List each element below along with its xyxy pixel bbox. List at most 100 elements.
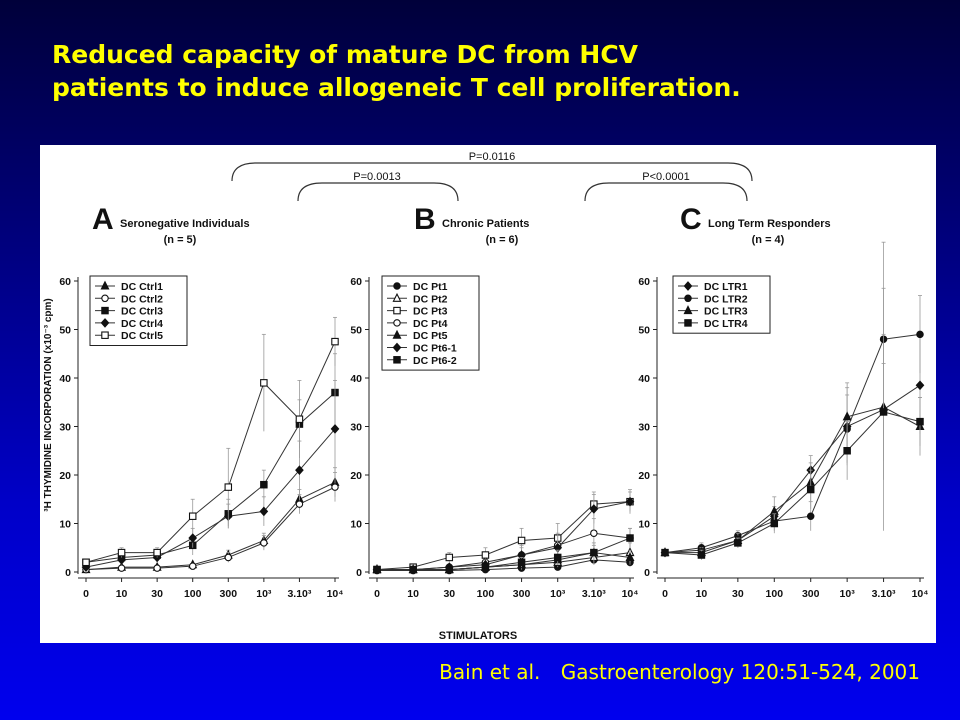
data-point xyxy=(916,417,924,426)
legend-marker xyxy=(101,294,109,303)
panel-subtitle: (n = 4) xyxy=(752,234,785,246)
legend-label: DC Ctrl1 xyxy=(121,281,163,293)
y-tick-label: 30 xyxy=(59,422,71,434)
legend-label: DC Ctrl2 xyxy=(121,293,163,305)
chart-panel-a: A Seronegative Individuals (n = 5) 0 10 20 30 4… xyxy=(59,203,343,600)
series-line xyxy=(85,392,336,563)
y-tick-label: 60 xyxy=(638,276,650,288)
data-point xyxy=(82,558,90,567)
series-line xyxy=(85,481,336,571)
y-tick-label: 10 xyxy=(350,519,362,531)
x-tick-label: 3.10³ xyxy=(872,588,896,600)
legend-label: DC LTR2 xyxy=(704,293,748,305)
legend-marker xyxy=(100,318,110,328)
data-point xyxy=(806,485,815,494)
series-dc-ctrl4 xyxy=(81,380,340,572)
data-point xyxy=(188,533,198,543)
data-point xyxy=(734,539,742,547)
data-point xyxy=(770,519,779,528)
legend-marker xyxy=(683,281,693,291)
data-point xyxy=(769,505,779,515)
y-tick-label: 40 xyxy=(350,373,362,385)
y-tick-label: 40 xyxy=(638,373,650,385)
data-point xyxy=(224,483,233,491)
x-tick-label: 10⁴ xyxy=(912,588,929,600)
legend-label: DC LTR1 xyxy=(704,281,748,293)
data-point xyxy=(188,512,197,520)
data-point xyxy=(445,553,454,562)
legend-label: DC Pt5 xyxy=(413,330,448,342)
data-point xyxy=(330,424,340,434)
bracket-line xyxy=(231,162,753,182)
x-tick-label: 300 xyxy=(220,588,238,600)
legend-marker xyxy=(392,329,402,339)
legend-label: DC Pt6-1 xyxy=(413,343,457,355)
legend-label: DC LTR3 xyxy=(704,306,748,318)
y-tick-label: 20 xyxy=(638,470,650,482)
y-tick-label: 0 xyxy=(65,567,71,579)
p-value-label: P<0.0001 xyxy=(642,171,689,183)
series-line xyxy=(664,333,921,554)
x-tick-label: 3.10³ xyxy=(582,588,606,600)
data-point xyxy=(153,564,161,572)
series-line xyxy=(85,486,336,571)
y-tick-label: 10 xyxy=(638,519,650,531)
series-line xyxy=(85,428,336,568)
comparison-bracket: P=0.0013 xyxy=(297,171,459,202)
data-point xyxy=(517,558,526,567)
panel-letter: A xyxy=(92,203,114,236)
series-dc-ltr3 xyxy=(660,333,925,558)
y-tick-label: 60 xyxy=(59,276,71,288)
series-line xyxy=(377,559,631,572)
comparison-bracket: P=0.0116 xyxy=(231,151,753,182)
data-point xyxy=(625,496,635,507)
data-point xyxy=(915,380,925,391)
data-point xyxy=(295,500,304,508)
series-dc-pt6-2 xyxy=(373,527,634,574)
x-tick-label: 10⁴ xyxy=(327,588,344,600)
citation: Bain et al. Gastroenterology 120:51-524,… xyxy=(439,660,920,684)
data-point xyxy=(117,564,126,572)
data-point xyxy=(153,548,161,557)
legend-label: DC Pt3 xyxy=(413,306,448,318)
series-line xyxy=(664,384,921,554)
legend-label: DC LTR4 xyxy=(704,318,748,330)
slide-title-line1: Reduced capacity of mature DC from HCV xyxy=(52,40,639,69)
legend-label: DC Ctrl3 xyxy=(121,306,163,318)
figure-panel: A Seronegative Individuals (n = 5) 0 10 20 30 4… xyxy=(40,145,936,643)
data-point xyxy=(445,565,454,574)
p-value-label: P=0.0013 xyxy=(353,171,400,183)
y-tick-label: 30 xyxy=(350,422,362,434)
y-tick-label: 50 xyxy=(350,325,362,337)
series-dc-ctrl2 xyxy=(82,472,339,574)
data-point xyxy=(117,555,126,565)
three-panel-line-chart: A Seronegative Individuals (n = 5) 0 10 20 30 4… xyxy=(43,151,929,642)
series-line xyxy=(85,341,336,563)
data-point xyxy=(295,465,304,475)
legend-marker xyxy=(393,282,401,290)
y-tick-label: 0 xyxy=(356,567,362,579)
legend-marker xyxy=(684,319,692,327)
x-axis-label: STIMULATORS xyxy=(439,630,517,642)
chart-panel-b: B Chronic Patients (n = 6) 0 10 20 30 40 50 60 0 10… xyxy=(350,203,638,600)
data-point xyxy=(481,563,490,571)
data-point xyxy=(331,483,339,491)
legend-label: DC Ctrl4 xyxy=(121,318,163,330)
data-point xyxy=(843,446,851,455)
x-tick-label: 0 xyxy=(374,588,380,600)
legend-label: DC Ctrl5 xyxy=(121,330,163,342)
series-line xyxy=(665,406,921,554)
series-dc-ctrl5 xyxy=(82,316,339,567)
legend-marker xyxy=(683,305,693,315)
panel-subtitle: (n = 5) xyxy=(164,234,197,246)
y-tick-label: 0 xyxy=(644,567,650,579)
y-tick-label: 30 xyxy=(638,422,650,434)
data-point xyxy=(224,553,233,562)
legend-marker xyxy=(393,306,401,315)
x-tick-label: 10 xyxy=(116,588,128,600)
data-point xyxy=(260,379,268,387)
legend-marker xyxy=(392,292,402,302)
x-tick-label: 10 xyxy=(696,588,708,600)
y-tick-label: 50 xyxy=(638,325,650,337)
